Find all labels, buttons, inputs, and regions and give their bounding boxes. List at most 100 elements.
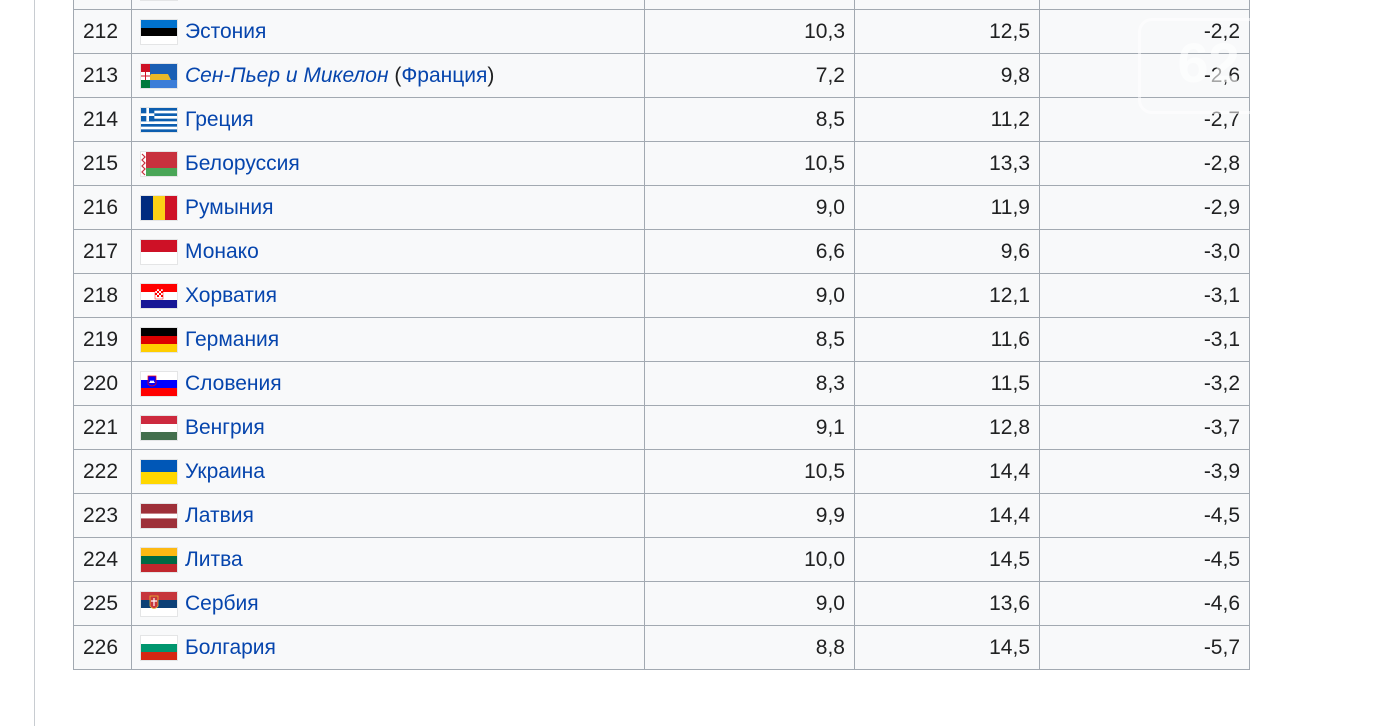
table-row: 215 Белоруссия 10,5 13,3 -2,8 [73,141,1250,186]
country-link[interactable]: Эстония [185,19,267,43]
death-rate-cell: 9,8 [854,53,1040,98]
birth-rate-cell: 10,3 [644,9,855,54]
table-row: 226 Болгария 8,8 14,5 -5,7 [73,625,1250,670]
growth-rate-cell: -4,5 [1039,493,1250,538]
table-row: 218 Хорватия 9,0 12,1 -3,1 [73,273,1250,318]
country-link[interactable]: Румыния [185,195,274,219]
rank-cell: 226 [73,625,132,670]
birth-rate-cell: 9,0 [644,185,855,230]
country-link[interactable]: Сербия [185,591,259,615]
saint-pierre-and-miquelon-flag-icon[interactable] [141,63,177,88]
germany-flag-icon[interactable] [141,327,177,352]
country-cell: Литва [131,537,645,582]
rank-cell: 218 [73,273,132,318]
croatia-flag-icon[interactable] [141,283,177,308]
rank-cell: 213 [73,53,132,98]
rank-cell [73,0,132,10]
latvia-flag-icon[interactable] [141,503,177,528]
romania-flag-icon[interactable] [141,195,177,220]
growth-rate-cell: -3,0 [1039,229,1250,274]
rank-cell: 223 [73,493,132,538]
watermark-dot [1355,38,1377,88]
country-cell: Словения [131,361,645,406]
country-note-open-paren: ( [388,63,402,87]
table-row: 216 Румыния 9,0 11,9 -2,9 [73,185,1250,230]
table-row: 217 Монако 6,6 9,6 -3,0 [73,229,1250,274]
table-row: 212 Эстония 10,3 12,5 -2,2 [73,9,1250,54]
table-row: 222 Украина 10,5 14,4 -3,9 [73,449,1250,494]
death-rate-cell: 14,4 [854,493,1040,538]
country-cell: Сербия [131,581,645,626]
rank-cell: 224 [73,537,132,582]
rank-cell: 225 [73,581,132,626]
birth-rate-cell [644,0,855,10]
belarus-flag-icon[interactable] [141,151,177,176]
country-link[interactable]: Германия [185,327,280,351]
country-link[interactable]: Украина [185,459,265,483]
table-row: 219 Германия 8,5 11,6 -3,1 [73,317,1250,362]
country-cell: Венгрия [131,405,645,450]
table-row: 213 Сен-Пьер и Микелон (Франция) 7,2 9,8 -2,… [73,53,1250,98]
country-cell: Латвия [131,493,645,538]
rank-cell: 221 [73,405,132,450]
growth-rate-cell: -2,7 [1039,97,1250,142]
country-link[interactable]: Литва [185,547,243,571]
growth-rate-cell: -5,7 [1039,625,1250,670]
birth-rate-cell: 7,2 [644,53,855,98]
serbia-flag-icon[interactable] [141,591,177,616]
country-cell: Сен-Пьер и Микелон (Франция) [131,53,645,98]
death-rate-cell: 12,1 [854,273,1040,318]
death-rate-cell: 12,5 [854,9,1040,54]
country-link[interactable]: Латвия [185,503,254,527]
country-link[interactable]: Белоруссия [185,151,300,175]
greece-flag-icon[interactable] [141,107,177,132]
death-rate-cell: 14,4 [854,449,1040,494]
death-rate-cell: 11,9 [854,185,1040,230]
country-cell: Белоруссия [131,141,645,186]
growth-rate-cell [1039,0,1250,10]
birth-rate-cell: 9,0 [644,273,855,318]
country-link[interactable]: Хорватия [185,283,277,307]
birth-rate-cell: 8,8 [644,625,855,670]
country-link[interactable]: Сен-Пьер и Микелон [185,63,389,87]
table-row: 221 Венгрия 9,1 12,8 -3,7 [73,405,1250,450]
country-link[interactable]: Словения [185,371,282,395]
birth-rate-cell: 8,5 [644,97,855,142]
death-rate-cell: 13,3 [854,141,1040,186]
ukraine-flag-icon[interactable] [141,459,177,484]
monaco-flag-icon[interactable] [141,239,177,264]
table-row: 223 Латвия 9,9 14,4 -4,5 [73,493,1250,538]
country-note-close-paren: ) [487,63,495,87]
death-rate-cell: 11,6 [854,317,1040,362]
birth-rate-cell: 8,3 [644,361,855,406]
country-link[interactable]: Монако [185,239,259,263]
country-cell: Греция [131,97,645,142]
birth-rate-cell: 8,5 [644,317,855,362]
death-rate-cell [854,0,1040,10]
country-note-link[interactable]: Франция [401,63,488,87]
slovenia-flag-icon[interactable] [141,371,177,396]
estonia-flag-icon[interactable] [141,19,177,44]
country-link[interactable]: Болгария [185,635,276,659]
rank-cell: 222 [73,449,132,494]
content-left-border [34,0,35,726]
death-rate-cell: 14,5 [854,625,1040,670]
country-cell: Хорватия [131,273,645,318]
growth-rate-cell: -2,9 [1039,185,1250,230]
country-cell: Болгария [131,625,645,670]
death-rate-cell: 9,6 [854,229,1040,274]
death-rate-cell: 14,5 [854,537,1040,582]
lithuania-flag-icon[interactable] [141,547,177,572]
death-rate-cell: 13,6 [854,581,1040,626]
country-link[interactable]: Греция [185,107,254,131]
country-link[interactable]: Венгрия [185,415,265,439]
rank-cell: 215 [73,141,132,186]
country-cell: Монако [131,229,645,274]
country-cell: Румыния [131,185,645,230]
bulgaria-flag-icon[interactable] [141,635,177,660]
hungary-flag-icon[interactable] [141,415,177,440]
growth-rate-cell: -3,2 [1039,361,1250,406]
growth-rate-cell: -4,6 [1039,581,1250,626]
birth-rate-cell: 10,5 [644,141,855,186]
